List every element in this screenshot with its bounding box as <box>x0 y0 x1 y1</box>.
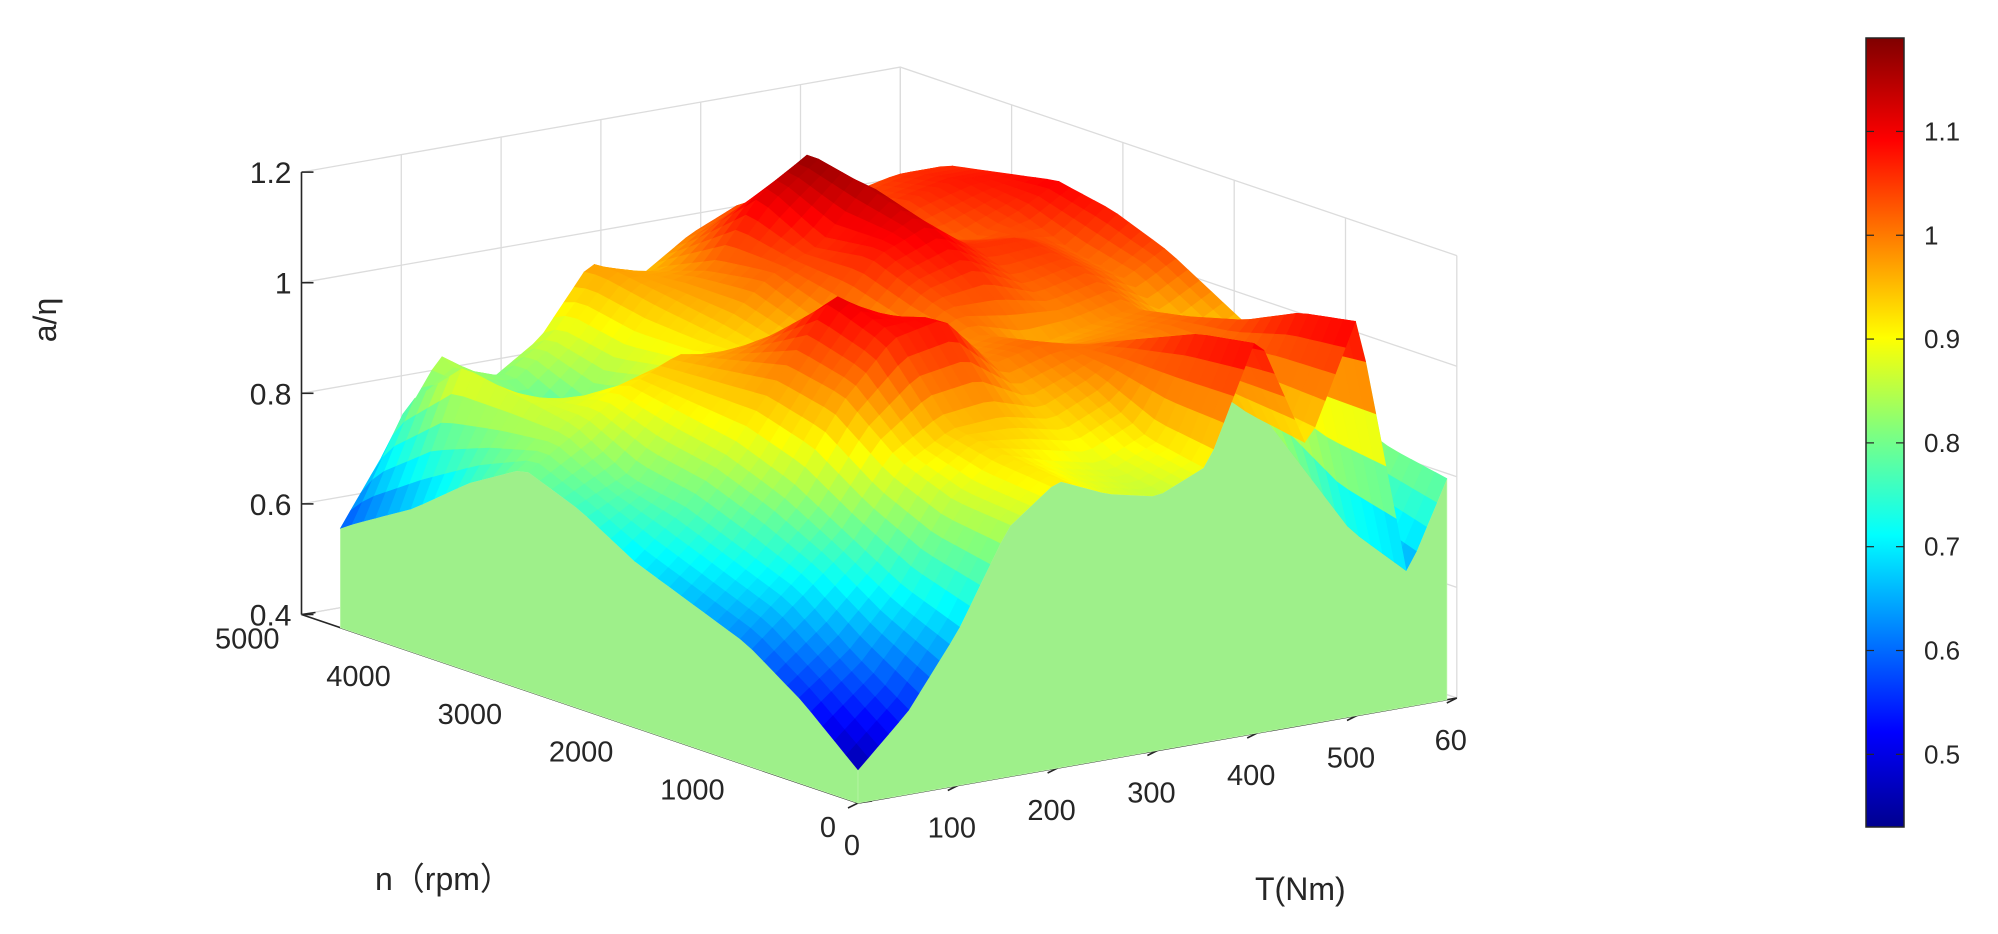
colorbar-tick-label: 1.1 <box>1924 116 1960 146</box>
x-tick-label: 300 <box>1127 778 1175 810</box>
colorbar-tick-label: 0.8 <box>1924 428 1960 458</box>
colorbar-tick-label: 0.5 <box>1924 739 1960 769</box>
z-tick-label: 1 <box>275 268 292 301</box>
z-tick-label: 0.4 <box>250 600 292 633</box>
z-tick-label: 0.8 <box>250 378 292 411</box>
x-tick-label: 0 <box>844 830 860 862</box>
y-axis-title: n（rpm） <box>375 861 512 897</box>
x-tick-label: 400 <box>1227 760 1275 792</box>
y-tick-label: 4000 <box>326 661 391 693</box>
surface-layer <box>340 155 1446 803</box>
colorbar-tick-label: 0.9 <box>1924 324 1960 354</box>
colorbar-tick-label: 1 <box>1924 220 1938 250</box>
y-tick-label: 3000 <box>438 699 503 731</box>
x-tick-label: 100 <box>928 813 976 845</box>
x-tick-label: 200 <box>1027 795 1075 827</box>
y-tick-label: 0 <box>820 812 836 844</box>
colorbar-tick-label: 0.7 <box>1924 532 1960 562</box>
z-tick-label: 0.6 <box>250 489 292 522</box>
y-tick-label: 2000 <box>549 737 614 769</box>
colorbar-gradient <box>1866 38 1904 827</box>
x-axis-title: T(Nm) <box>1255 871 1346 907</box>
z-axis-title: a/η <box>27 298 63 342</box>
x-tick-label: 60 <box>1435 725 1467 757</box>
z-tick-label: 1.2 <box>250 157 292 190</box>
colorbar: 0.5 0.6 0.7 0.8 0.9 1 1.1 <box>1866 38 1960 827</box>
y-tick-label: 1000 <box>660 774 725 806</box>
colorbar-tick-label: 0.6 <box>1924 636 1960 666</box>
x-tick-label: 500 <box>1327 743 1375 775</box>
x-tick <box>848 803 858 808</box>
